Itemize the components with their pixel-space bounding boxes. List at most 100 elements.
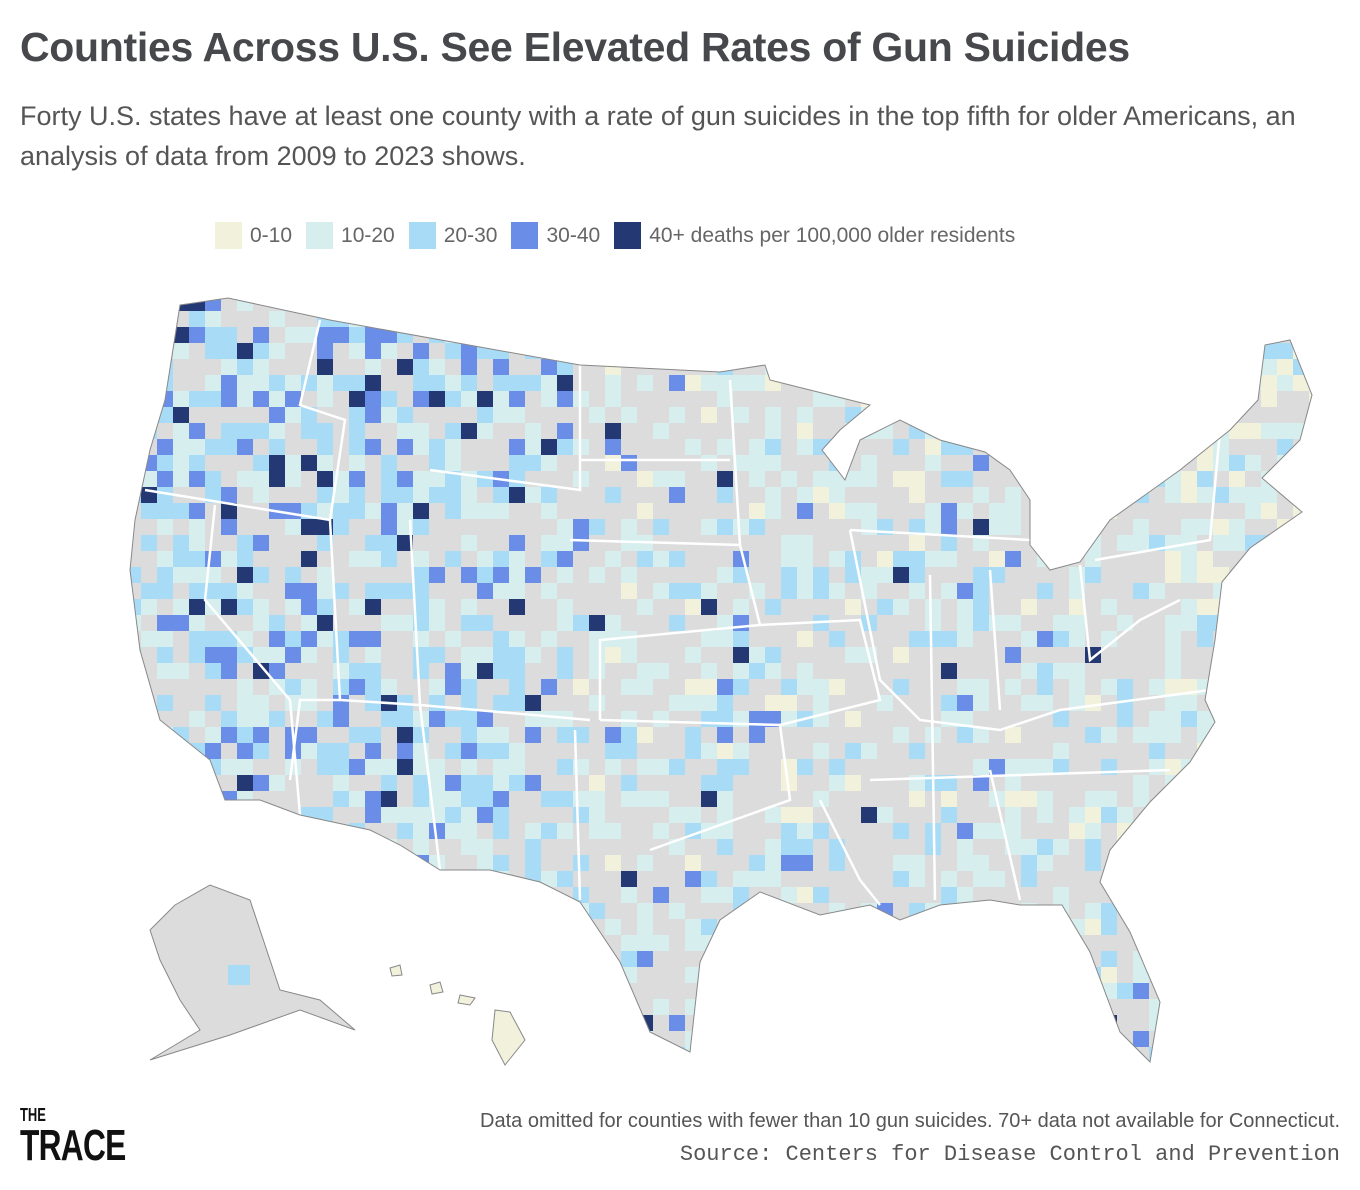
county xyxy=(189,551,205,567)
county xyxy=(1277,823,1293,839)
county xyxy=(685,439,701,455)
county xyxy=(317,391,333,407)
county xyxy=(237,343,253,359)
county xyxy=(1165,551,1181,567)
county xyxy=(1149,679,1165,695)
county xyxy=(365,583,381,599)
county xyxy=(1181,695,1197,711)
county xyxy=(525,695,541,711)
county xyxy=(605,439,621,455)
county xyxy=(205,487,221,503)
county xyxy=(130,1047,141,1062)
county xyxy=(1293,298,1309,311)
county xyxy=(1085,551,1101,567)
county xyxy=(557,567,573,583)
county xyxy=(141,423,157,439)
county xyxy=(130,919,141,935)
county xyxy=(765,1047,781,1062)
county xyxy=(1037,583,1053,599)
county xyxy=(205,583,221,599)
county xyxy=(1117,711,1133,727)
county xyxy=(621,679,637,695)
county xyxy=(989,311,1005,327)
county xyxy=(893,871,909,887)
county xyxy=(1309,487,1312,503)
county xyxy=(589,983,605,999)
county xyxy=(557,791,573,807)
county xyxy=(1197,983,1213,999)
county xyxy=(1245,487,1261,503)
county xyxy=(349,967,365,983)
county xyxy=(285,679,301,695)
county xyxy=(669,615,685,631)
county xyxy=(317,455,333,471)
county xyxy=(349,791,365,807)
county xyxy=(237,839,253,855)
county xyxy=(1277,599,1293,615)
county xyxy=(1229,727,1245,743)
county xyxy=(1101,599,1117,615)
county xyxy=(973,599,989,615)
county xyxy=(605,311,621,327)
county xyxy=(717,743,733,759)
county xyxy=(333,1031,349,1047)
county xyxy=(1245,455,1261,471)
county xyxy=(349,1031,365,1047)
county xyxy=(1229,983,1245,999)
county xyxy=(1197,919,1213,935)
county xyxy=(1101,967,1117,983)
county xyxy=(493,663,509,679)
county xyxy=(285,327,301,343)
county xyxy=(397,807,413,823)
county xyxy=(365,1031,381,1047)
county xyxy=(557,615,573,631)
county xyxy=(925,455,941,471)
county xyxy=(477,903,493,919)
county xyxy=(733,743,749,759)
county xyxy=(909,487,925,503)
county xyxy=(1277,535,1293,551)
county xyxy=(317,855,333,871)
county xyxy=(317,535,333,551)
county xyxy=(957,631,973,647)
county xyxy=(365,855,381,871)
county xyxy=(781,551,797,567)
county xyxy=(1021,935,1037,951)
county xyxy=(1053,375,1069,391)
hawaii xyxy=(389,964,526,1066)
county xyxy=(941,663,957,679)
county xyxy=(285,823,301,839)
county xyxy=(973,567,989,583)
county xyxy=(1181,951,1197,967)
county xyxy=(173,551,189,567)
county xyxy=(477,407,493,423)
county xyxy=(130,791,141,807)
county xyxy=(765,1015,781,1031)
county xyxy=(973,919,989,935)
county xyxy=(493,631,509,647)
county xyxy=(253,711,269,727)
county xyxy=(1133,471,1149,487)
county xyxy=(893,391,909,407)
county xyxy=(1165,839,1181,855)
county xyxy=(1005,807,1021,823)
county xyxy=(1309,327,1312,343)
county xyxy=(301,1031,317,1047)
county xyxy=(685,743,701,759)
county xyxy=(413,855,429,871)
county xyxy=(1053,407,1069,423)
county xyxy=(1005,487,1021,503)
county xyxy=(445,743,461,759)
county xyxy=(381,311,397,327)
county xyxy=(141,807,157,823)
county xyxy=(301,807,317,823)
county xyxy=(765,839,781,855)
county xyxy=(381,343,397,359)
county xyxy=(733,999,749,1015)
county xyxy=(333,855,349,871)
county xyxy=(1181,375,1197,391)
county xyxy=(701,407,717,423)
county xyxy=(701,919,717,935)
county xyxy=(413,583,429,599)
county xyxy=(1261,375,1277,391)
